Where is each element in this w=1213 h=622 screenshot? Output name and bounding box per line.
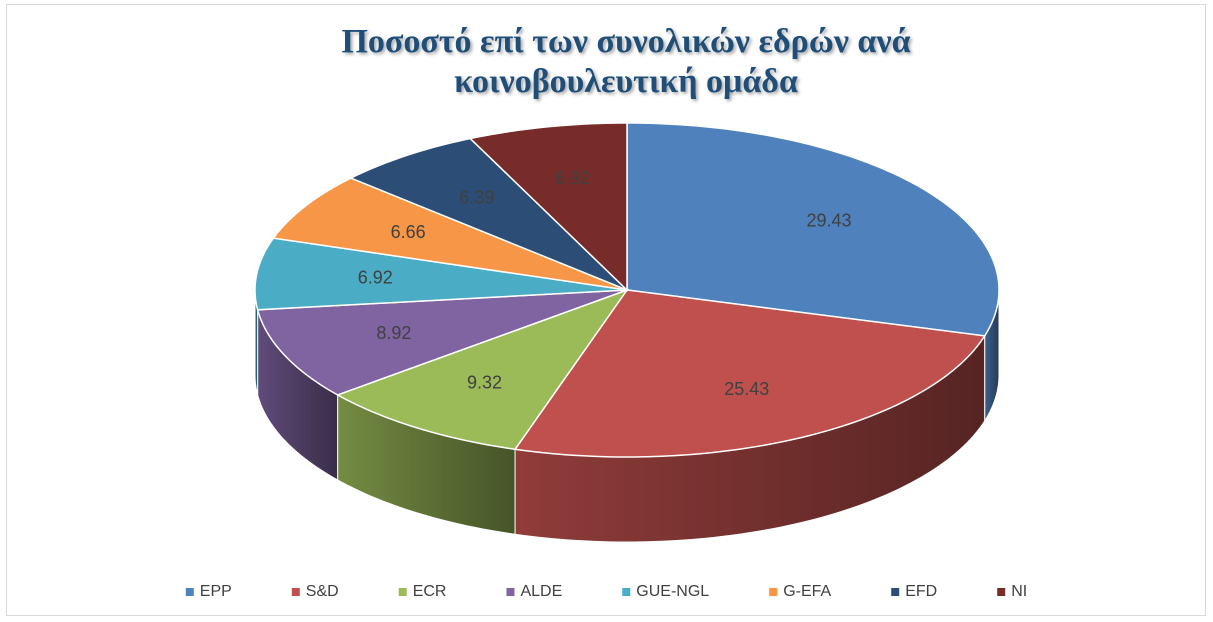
legend-marker <box>506 588 515 596</box>
pie-slice <box>272 177 628 291</box>
legend-marker <box>185 588 194 596</box>
data-label: 9.32 <box>467 373 502 393</box>
legend-label: NI <box>1011 583 1027 600</box>
data-label: 25.43 <box>724 379 769 399</box>
chart-title: Ποσοστό επί των συνολικών εδρών ανά κοιν… <box>341 23 911 100</box>
data-label: 6.39 <box>459 187 494 207</box>
data-label: 29.43 <box>806 210 851 230</box>
legend-label: EFD <box>905 583 937 600</box>
legend-label: G-EFA <box>783 583 831 600</box>
pie-slice <box>256 289 628 396</box>
chart-frame <box>6 4 1206 616</box>
legend-marker <box>891 588 900 596</box>
legend-label: GUE-NGL <box>636 583 709 600</box>
pie-slice <box>335 288 629 451</box>
legend-label: ALDE <box>520 583 562 600</box>
data-label: 6.92 <box>358 268 393 288</box>
data-label: 6.92 <box>555 168 590 188</box>
data-label: 8.92 <box>376 323 411 343</box>
pie-slice <box>349 137 628 291</box>
legend-marker <box>291 588 300 596</box>
data-label: 6.66 <box>391 222 426 242</box>
legend-label: ECR <box>413 583 447 600</box>
legend-marker <box>622 588 631 596</box>
legend-marker <box>398 588 407 596</box>
legend-marker <box>997 588 1006 596</box>
legend-label: S&D <box>306 583 339 600</box>
pie-slice <box>626 122 1000 337</box>
pie-slice <box>513 289 986 458</box>
legend-label: EPP <box>200 583 232 600</box>
pie-slice <box>254 237 628 311</box>
pie-slice <box>468 122 628 292</box>
legend-marker <box>769 588 778 596</box>
